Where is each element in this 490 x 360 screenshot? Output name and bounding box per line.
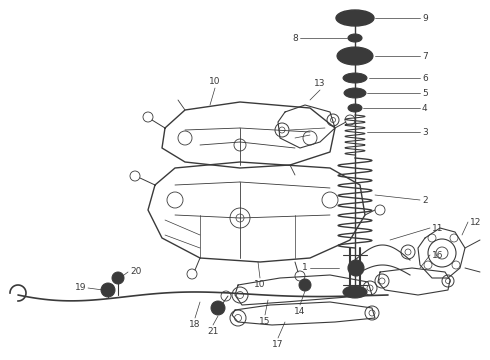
Ellipse shape [348,34,362,42]
Text: 14: 14 [294,307,306,316]
Ellipse shape [346,14,364,22]
Text: 17: 17 [272,340,284,349]
Circle shape [211,301,225,315]
Circle shape [112,272,124,284]
Text: 7: 7 [422,51,428,60]
Text: 3: 3 [422,127,428,136]
Text: 15: 15 [259,317,271,326]
Text: 20: 20 [130,267,142,276]
Text: 4: 4 [422,104,428,112]
Text: 12: 12 [470,217,481,226]
Text: 11: 11 [432,224,443,233]
Circle shape [101,283,115,297]
Text: 18: 18 [189,320,201,329]
Circle shape [299,279,311,291]
Text: 5: 5 [422,89,428,98]
Text: 19: 19 [74,284,86,292]
Text: 2: 2 [422,195,428,204]
Text: 16: 16 [432,251,443,260]
Text: 1: 1 [302,264,308,273]
Text: 9: 9 [422,14,428,23]
Ellipse shape [343,286,367,298]
Text: 13: 13 [314,79,326,88]
Text: 10: 10 [254,280,266,289]
Ellipse shape [337,47,373,65]
Text: 10: 10 [209,77,221,86]
Text: 6: 6 [422,73,428,82]
Ellipse shape [348,104,362,112]
Text: 8: 8 [292,33,298,42]
Ellipse shape [346,51,364,61]
Ellipse shape [343,73,367,83]
Ellipse shape [336,10,374,26]
Text: 21: 21 [207,327,219,336]
Circle shape [348,260,364,276]
Ellipse shape [344,88,366,98]
